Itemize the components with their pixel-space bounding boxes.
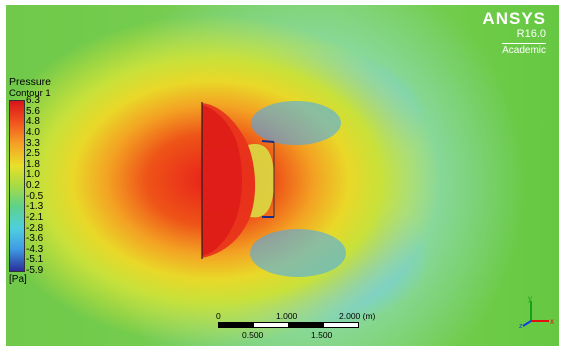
legend-tick-label: -2.8 <box>26 222 44 234</box>
scale-segment-4 <box>323 322 359 328</box>
scale-label-1000: 1.000 <box>276 311 298 321</box>
legend-title: Pressure <box>9 76 52 88</box>
legend-color-bar <box>9 100 25 272</box>
scale-segment-1 <box>218 322 254 328</box>
legend-tick-label: -5.1 <box>26 254 44 266</box>
legend-tick-label: -1.3 <box>26 201 44 213</box>
legend-tick-label: 1.8 <box>26 158 40 170</box>
legend-tick-label: 2.5 <box>26 148 40 160</box>
scale-label-0: 0 <box>216 311 221 321</box>
legend-tick-label: -4.3 <box>26 243 44 255</box>
contour-plot <box>201 101 346 277</box>
ansys-logo: ANSYS R16.0 Academic <box>482 10 546 58</box>
legend-tick-label: -0.5 <box>26 190 44 202</box>
cavity-region <box>248 144 274 218</box>
legend-subtitle: Contour 1 <box>9 88 51 99</box>
axis-y-label: y <box>528 295 532 303</box>
legend-tick-label: 1.0 <box>26 169 40 181</box>
legend-tick-label: 0.2 <box>26 180 40 191</box>
scale-label-1500: 1.500 <box>311 330 333 340</box>
pressure-contour-viewport[interactable]: Pressure Contour 1 6.3 5.6 4.8 4.0 3.3 2.5 1.8… <box>6 5 559 346</box>
logo-name: ANSYS <box>482 9 546 28</box>
low-pressure-lobe-upper <box>251 101 341 145</box>
high-pressure-core <box>202 105 242 256</box>
legend-tick-label: -5.9 <box>26 265 44 276</box>
legend-tick-label: -2.1 <box>26 211 44 223</box>
legend-tick-label: -3.6 <box>26 233 44 245</box>
legend-tick-label: 4.0 <box>26 126 40 138</box>
legend-tick-label: 4.8 <box>26 116 40 128</box>
axis-triad[interactable]: y x z <box>519 295 555 329</box>
scale-segment-3 <box>288 322 324 328</box>
upper-edge-mark <box>261 140 275 143</box>
axis-z-label: z <box>519 323 523 329</box>
legend-unit: [Pa] <box>9 274 27 285</box>
logo-version: R16.0 <box>516 28 546 40</box>
scale-label-500: 0.500 <box>242 330 264 340</box>
low-pressure-lobe-lower <box>250 229 346 277</box>
legend-tick-label: 3.3 <box>26 137 40 149</box>
scale-segment-2 <box>253 322 289 328</box>
logo-edition: Academic <box>502 43 546 56</box>
scale-label-2000: 2.000 (m) <box>339 311 376 321</box>
legend-tick-label: 5.6 <box>26 105 40 117</box>
axis-x-label: x <box>550 317 554 326</box>
legend-tick-label: 6.3 <box>26 95 40 106</box>
